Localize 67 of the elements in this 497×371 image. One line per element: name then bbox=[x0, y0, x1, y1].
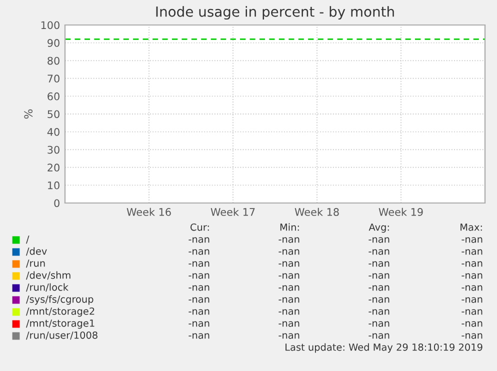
text: -nan bbox=[462, 333, 482, 339]
text: Cur: bbox=[190, 223, 209, 231]
legend-label: /run/user/1008 bbox=[26, 331, 98, 340]
legend-label: /dev/shm bbox=[26, 271, 70, 280]
text: Max: bbox=[460, 224, 482, 231]
text: -nan bbox=[188, 273, 210, 279]
text: Avg: bbox=[368, 224, 389, 233]
text: -nan bbox=[462, 297, 482, 303]
legend-label: /dev bbox=[26, 247, 47, 256]
text: -nan bbox=[368, 237, 390, 243]
text: Last update: Wed May 29 18:10:19 2019 bbox=[286, 343, 482, 353]
text: -nan bbox=[462, 309, 482, 315]
text: -nan bbox=[278, 333, 300, 339]
y-tick-label: 0 bbox=[54, 199, 60, 208]
text: -nan bbox=[278, 285, 300, 291]
y-tick-label: 50 bbox=[48, 110, 60, 118]
text: -nan bbox=[188, 297, 210, 303]
text: -nan bbox=[278, 273, 300, 279]
y-tick-label: 80 bbox=[48, 56, 60, 65]
text: -nan bbox=[278, 261, 300, 267]
x-tick-label: Week 19 bbox=[378, 208, 423, 216]
x-tick-label: Week 16 bbox=[126, 208, 171, 216]
text: -nan bbox=[462, 285, 482, 291]
text: -nan bbox=[462, 321, 482, 327]
text: -nan bbox=[188, 261, 210, 267]
text: -nan bbox=[278, 237, 300, 243]
text: -nan bbox=[368, 297, 390, 303]
text: -nan bbox=[368, 261, 390, 267]
y-tick-label: 10 bbox=[48, 181, 60, 190]
text: -nan bbox=[188, 285, 210, 291]
text: Min: bbox=[280, 223, 299, 231]
text: -nan bbox=[188, 309, 210, 315]
text: -nan bbox=[368, 333, 390, 339]
y-tick-label: 90 bbox=[48, 39, 60, 47]
x-tick-label: Week 18 bbox=[294, 208, 339, 216]
text: -nan bbox=[368, 273, 390, 279]
text: -nan bbox=[462, 249, 482, 255]
legend-label: /mnt/storage2 bbox=[26, 307, 94, 317]
y-tick-label: 100 bbox=[41, 21, 60, 30]
text: -nan bbox=[188, 237, 210, 243]
legend-label: / bbox=[26, 236, 30, 244]
text: -nan bbox=[188, 249, 210, 255]
y-tick-label: 60 bbox=[48, 92, 60, 100]
y-tick-label: 40 bbox=[47, 128, 60, 136]
y-tick-label: 20 bbox=[48, 164, 60, 172]
y-tick-label: 70 bbox=[48, 74, 60, 83]
text: -nan bbox=[462, 261, 482, 267]
text: -nan bbox=[188, 321, 210, 327]
text: -nan bbox=[368, 321, 390, 327]
y-axis-title: % bbox=[24, 109, 33, 119]
y-tick-label: 30 bbox=[48, 146, 60, 154]
text: -nan bbox=[368, 285, 390, 291]
text: -nan bbox=[278, 297, 300, 303]
text: -nan bbox=[278, 249, 300, 255]
text: -nan bbox=[462, 273, 482, 279]
text: -nan bbox=[188, 333, 210, 339]
legend-label: /run/lock bbox=[26, 283, 68, 292]
text: -nan bbox=[278, 309, 300, 315]
text: -nan bbox=[368, 249, 390, 255]
text: -nan bbox=[278, 321, 300, 327]
legend-label: /mnt/storage1 bbox=[26, 320, 94, 329]
legend-label: /sys/fs/cgroup bbox=[26, 295, 94, 305]
x-tick-label: Week 17 bbox=[210, 208, 255, 216]
text: -nan bbox=[462, 237, 482, 243]
legend-label: /run bbox=[26, 260, 45, 268]
chart-title: Inode usage in percent - by month bbox=[156, 6, 394, 20]
text: -nan bbox=[368, 309, 390, 315]
